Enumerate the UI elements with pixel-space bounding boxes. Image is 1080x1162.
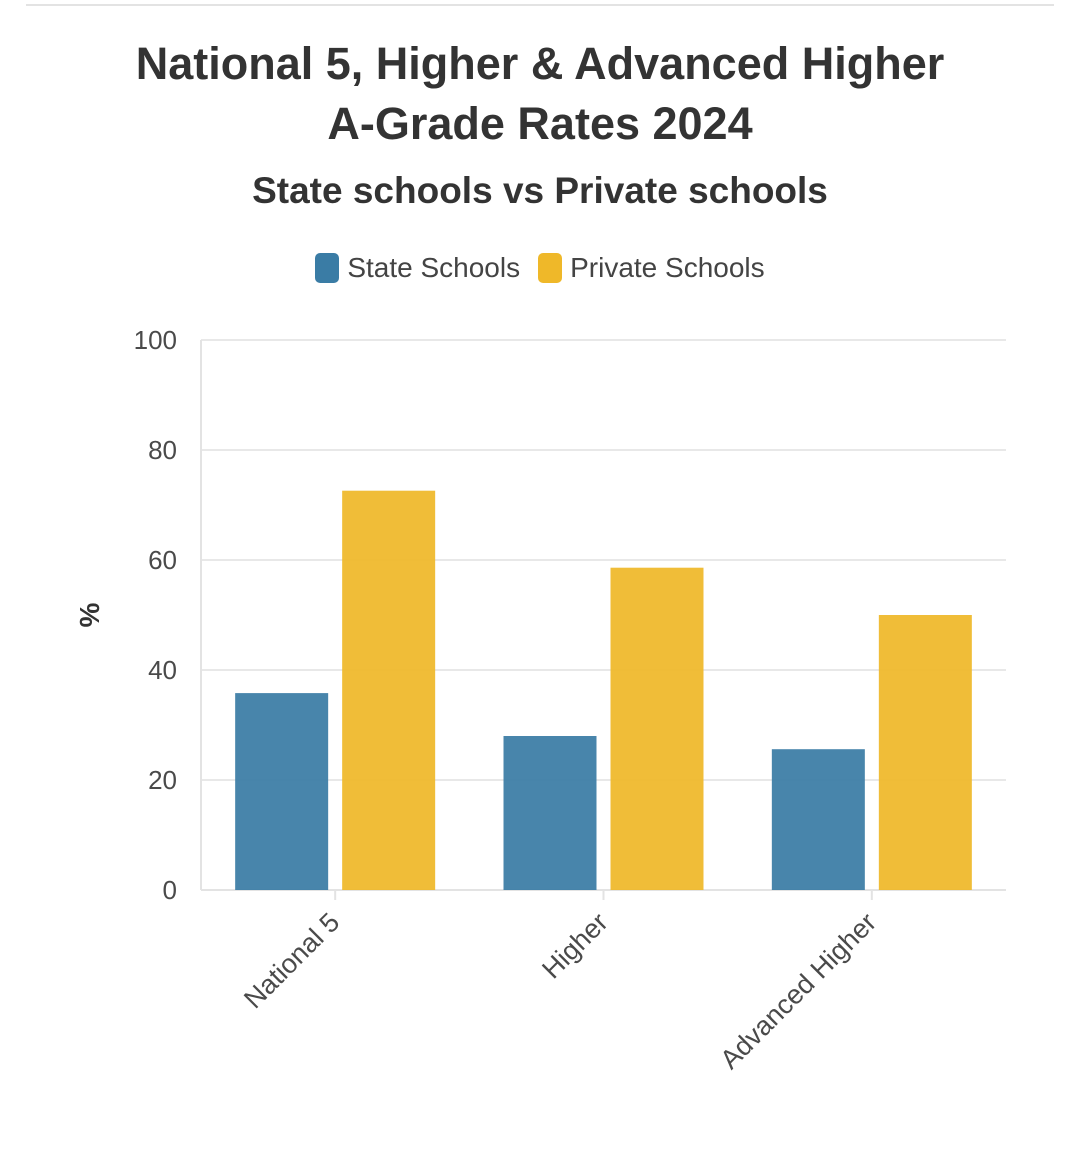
chart-title: National 5, Higher & Advanced Higher A-G… (0, 34, 1080, 154)
bar-private-schools-advanced-higher[interactable] (878, 615, 972, 890)
top-divider (26, 4, 1054, 6)
chart-title-line-1: National 5, Higher & Advanced Higher (135, 38, 945, 89)
bar-state-schools-higher[interactable] (503, 736, 597, 890)
chart-title-line-2: A-Grade Rates 2024 (327, 98, 753, 149)
bars (235, 490, 972, 890)
x-tick-label-national-5: National 5 (238, 907, 345, 1014)
legend-item-private-schools[interactable]: Private Schools (538, 252, 765, 284)
y-tick-label-80: 80 (148, 435, 177, 465)
y-tick-label-60: 60 (148, 545, 177, 575)
bar-state-schools-advanced-higher[interactable] (771, 749, 865, 890)
y-tick-label-40: 40 (148, 655, 177, 685)
bar-state-schools-national-5[interactable] (235, 693, 329, 890)
legend-label-private-schools: Private Schools (570, 252, 765, 283)
legend-label-state-schools: State Schools (347, 252, 521, 283)
legend-swatch-state-schools (315, 253, 340, 283)
axes (200, 340, 1006, 900)
legend-swatch-private-schools (538, 253, 563, 283)
legend-item-state-schools[interactable]: State Schools (315, 252, 520, 284)
bar-private-schools-national-5[interactable] (342, 490, 436, 890)
y-axis-title: % (74, 602, 105, 627)
bar-private-schools-higher[interactable] (610, 567, 704, 890)
y-tick-label-0: 0 (163, 875, 177, 905)
axis-labels: 0 20 40 60 80 100% National 5 Higher Advanced Hi… (74, 325, 882, 1075)
y-tick-label-20: 20 (148, 765, 177, 795)
chart-subtitle: State schools vs Private schools (252, 170, 828, 211)
grid-lines (201, 339, 1006, 781)
x-tick-label-advanced-higher: Advanced Higher (714, 907, 882, 1075)
x-tick-label-higher: Higher (536, 907, 613, 984)
y-tick-label-100: 100 (134, 325, 177, 355)
legend: State Schools Private Schools (0, 252, 1080, 284)
